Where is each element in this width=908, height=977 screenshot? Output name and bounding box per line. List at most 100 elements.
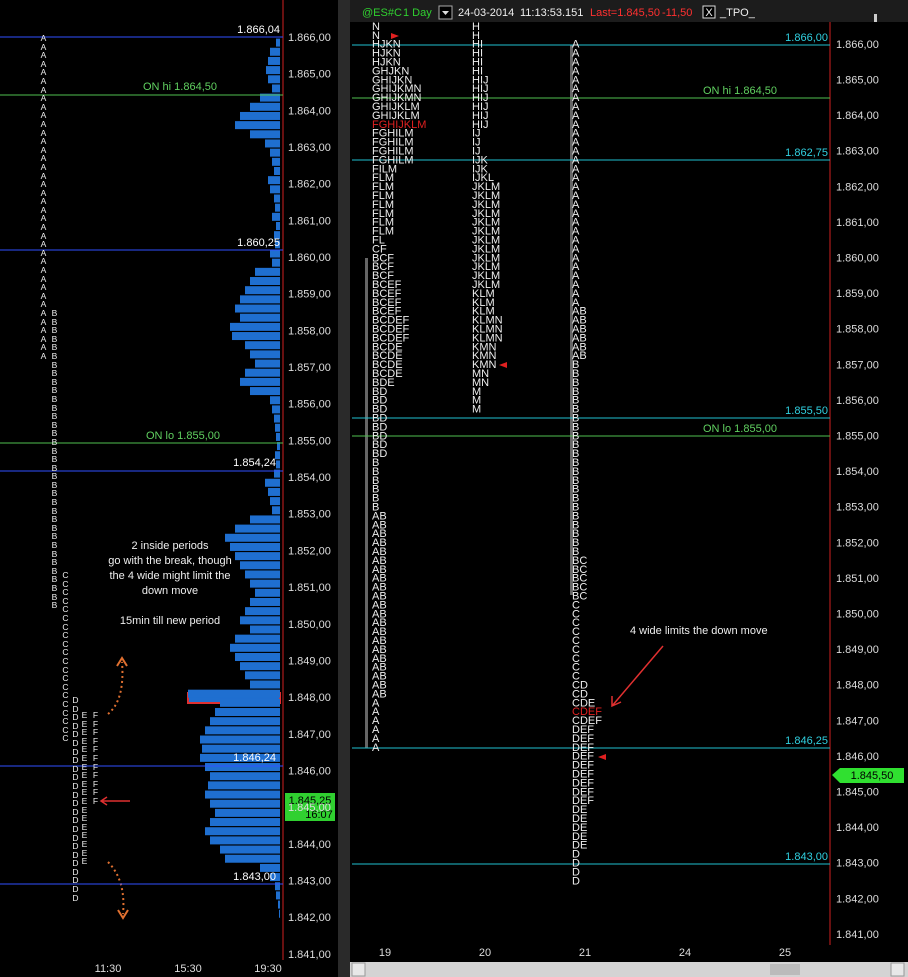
scroll-thumb[interactable] (770, 964, 800, 975)
price-label: 1.855,00 (288, 435, 331, 447)
tpo-row: BCEF (372, 288, 402, 300)
tpo-row: HI (472, 57, 483, 69)
price-label: 1.862,00 (288, 179, 331, 191)
tpo-row: M (472, 386, 481, 398)
volume-bar (240, 616, 280, 625)
volume-bar (202, 744, 280, 753)
tpo-row: N (372, 30, 380, 42)
tpo-row: BCDE (372, 368, 403, 380)
tpo-row: HIJ (472, 83, 489, 95)
volume-bar (250, 102, 280, 111)
tpo-row: H (472, 30, 480, 42)
tpo-row: BCF (372, 261, 394, 273)
price-label: 1.865,00 (288, 69, 331, 81)
volume-bar (255, 359, 280, 368)
volume-bar (270, 249, 280, 258)
volume-bar (272, 84, 280, 93)
scrollbar[interactable] (350, 962, 908, 977)
tpo-row: A (372, 733, 380, 745)
price-label: 1.851,00 (836, 573, 879, 585)
tpo-row: BCEF (372, 297, 402, 309)
volume-bar (268, 176, 280, 185)
annotation: 2 inside periods (131, 540, 209, 552)
tpo-row: B (572, 448, 579, 460)
tpo-row: A (572, 154, 580, 166)
price-label: 1.841,00 (836, 929, 879, 941)
volume-bar (230, 322, 280, 331)
tpo-row: HIJ (472, 74, 489, 86)
tpo-row: KMN (472, 359, 497, 371)
price-label: 1.842,00 (288, 912, 331, 924)
tpo-row: BCEF (372, 279, 402, 291)
header-bar (350, 0, 908, 22)
level-label: 1.866,04 (237, 24, 280, 36)
volume-bar (270, 148, 280, 157)
tpo-row: BCDEF (372, 315, 410, 327)
volume-bar (245, 607, 280, 616)
tpo-row: DEF (572, 795, 594, 807)
tpo-row: A (572, 279, 580, 291)
price-label: 1.863,00 (288, 142, 331, 154)
volume-bar (232, 332, 280, 341)
volume-bar (240, 561, 280, 570)
volume-bar (205, 790, 280, 799)
tpo-row: JKLM (472, 279, 500, 291)
tpo-row: C (572, 608, 580, 620)
tpo-row: A (572, 74, 580, 86)
tpo-row: FLM (372, 208, 394, 220)
tpo-row: DEF (572, 769, 594, 781)
tpo-row: A (372, 697, 380, 709)
tpo-row: BD (372, 439, 387, 451)
tpo-row: KLMN (472, 315, 503, 327)
volume-bar (200, 753, 280, 762)
price-label: 1.866,00 (836, 39, 879, 51)
tpo-row: B (372, 475, 379, 487)
tpo-column: AAAAAAAAAAAAAAAAAAAAAAAAAAAAAAAAAAAAAA (40, 33, 47, 361)
tpo-row: AB (372, 662, 387, 674)
scroll-left[interactable] (351, 962, 366, 977)
tpo-row: B (572, 484, 579, 496)
tpo-row: AB (372, 617, 387, 629)
volume-bar (210, 836, 280, 845)
volume-bar (260, 93, 280, 102)
tpo-row: B (572, 519, 579, 531)
price-label: 1.851,00 (288, 582, 331, 594)
volume-bar (235, 121, 280, 130)
tpo-row: BC (572, 582, 587, 594)
tpo-row: B (572, 377, 579, 389)
price-label: 1.856,00 (836, 395, 879, 407)
tpo-row: AB (372, 653, 387, 665)
volume-bar (265, 478, 280, 487)
volume-bar (250, 579, 280, 588)
tpo-row: B (372, 502, 379, 514)
tpo-row: D (572, 858, 580, 870)
price-label: 1.848,00 (288, 692, 331, 704)
tpo-row: HIJ (472, 101, 489, 113)
tpo-row: JKLM (472, 226, 500, 238)
level-label: 1.843,00 (233, 871, 276, 883)
tpo-row: BCF (372, 270, 394, 282)
tpo-row: B (572, 421, 579, 433)
tpo-row: AB (572, 341, 587, 353)
tpo-row: A (372, 706, 380, 718)
level-label: 1.862,75 (785, 147, 828, 159)
tpo-row: DEF (572, 751, 594, 763)
scroll-right[interactable] (890, 962, 905, 977)
tpo-row: A (372, 724, 380, 736)
tpo-row: B (572, 546, 579, 558)
window-icon[interactable] (874, 14, 877, 22)
volume-bar (245, 368, 280, 377)
tpo-row: D (572, 849, 580, 861)
price-label: 1.844,00 (288, 839, 331, 851)
price-label: 1.846,00 (288, 766, 331, 778)
tpo-row: B (572, 404, 579, 416)
tpo-row: JKLM (472, 190, 500, 202)
tpo-row: BCEF (372, 306, 402, 318)
volume-bar (210, 799, 280, 808)
volume-bar (270, 497, 280, 506)
symbol: @ES#C (362, 7, 402, 19)
volume-bar (270, 185, 280, 194)
study-checkbox[interactable] (702, 5, 716, 19)
tpo-row: BD (372, 413, 387, 425)
tpo-row: A (572, 243, 580, 255)
